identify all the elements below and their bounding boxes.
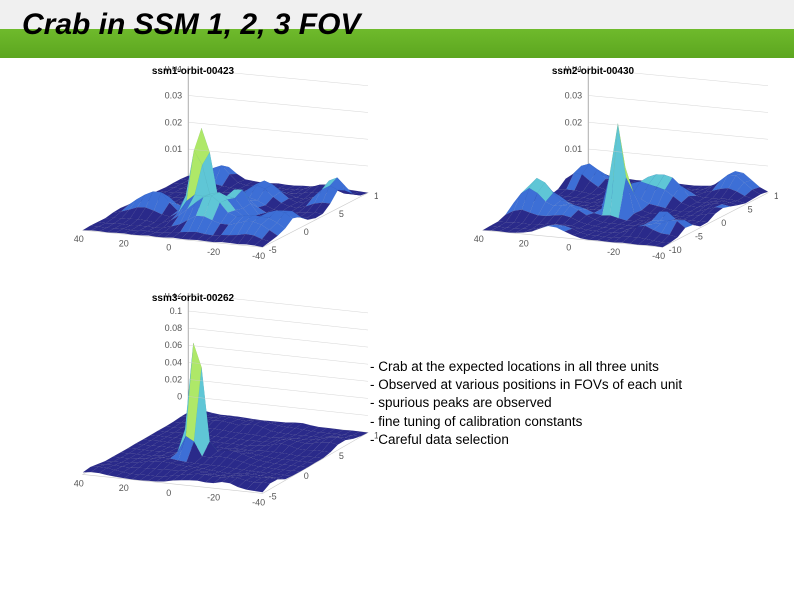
y-tick-label: 5 bbox=[339, 451, 344, 461]
bullet-line: - spurious peaks are observed bbox=[370, 394, 770, 412]
y-tick-label: 5 bbox=[748, 204, 753, 214]
y-tick-label: -10 bbox=[669, 245, 682, 255]
z-tick-label: 0.01 bbox=[565, 144, 583, 154]
bullet-line: - fine tuning of calibration constants bbox=[370, 413, 770, 431]
y-tick-label: -5 bbox=[269, 491, 277, 501]
x-tick-label: 0 bbox=[166, 243, 171, 253]
y-tick-label: 0 bbox=[721, 218, 726, 228]
x-tick-label: -20 bbox=[607, 247, 620, 257]
x-tick-label: 20 bbox=[119, 483, 129, 493]
bullets-block: - Crab at the expected locations in all … bbox=[370, 358, 770, 449]
charts-area: ssm1-orbit-00423 0.04 0.03 0.02 0.01 40 20 0 -20… bbox=[0, 58, 794, 595]
x-tick-label: 0 bbox=[566, 243, 571, 253]
y-tick-label: 5 bbox=[339, 209, 344, 219]
y-tick-label: -5 bbox=[695, 232, 703, 242]
y-tick-label: 10 bbox=[374, 191, 378, 201]
bullet-line: - Careful data selection bbox=[370, 431, 770, 449]
z-tick-label: 0 bbox=[177, 392, 182, 402]
x-tick-label: 0 bbox=[166, 488, 171, 498]
slide-header: Crab in SSM 1, 2, 3 FOV bbox=[0, 0, 794, 58]
z-tick-label: 0.03 bbox=[165, 90, 183, 100]
x-tick-label: 20 bbox=[519, 238, 529, 248]
bullet-line: - Observed at various positions in FOVs … bbox=[370, 376, 770, 394]
x-tick-label: 40 bbox=[474, 234, 484, 244]
x-tick-label: 40 bbox=[74, 234, 84, 244]
chart-title: ssm2-orbit-00430 bbox=[408, 66, 778, 77]
z-tick-label: 0.08 bbox=[165, 323, 183, 333]
x-tick-label: -20 bbox=[207, 247, 220, 257]
y-tick-label: -5 bbox=[269, 245, 277, 255]
z-tick-label: 0.02 bbox=[565, 117, 583, 127]
x-tick-label: 20 bbox=[119, 238, 129, 248]
z-tick-label: 0.01 bbox=[165, 144, 183, 154]
z-tick-label: 0.06 bbox=[165, 340, 183, 350]
surface-plot: 0.040.030.020.0140200-20-401050-5 bbox=[8, 66, 378, 276]
surface-plot: 0.040.030.020.0140200-20-401050-5-10 bbox=[408, 66, 778, 276]
z-tick-label: 0.03 bbox=[565, 90, 583, 100]
z-tick-label: 0.1 bbox=[170, 306, 183, 316]
slide-title: Crab in SSM 1, 2, 3 FOV bbox=[22, 8, 360, 42]
y-tick-label: 10 bbox=[774, 191, 778, 201]
x-tick-label: -20 bbox=[207, 493, 220, 503]
chart-chart2: ssm2-orbit-004300.040.030.020.0140200-20… bbox=[408, 66, 778, 276]
surface-plot: 0.120.10.080.060.040.02040200-20-401050-… bbox=[8, 293, 378, 523]
bullet-line: - Crab at the expected locations in all … bbox=[370, 358, 770, 376]
chart-title: ssm1-orbit-00423 bbox=[8, 66, 378, 77]
y-tick-label: 0 bbox=[304, 227, 309, 237]
chart-title: ssm3-orbit-00262 bbox=[8, 293, 378, 304]
x-tick-label: -40 bbox=[652, 251, 665, 261]
z-tick-label: 0.02 bbox=[165, 374, 183, 384]
y-tick-label: 0 bbox=[304, 471, 309, 481]
x-tick-label: -40 bbox=[252, 251, 265, 261]
chart-chart3: ssm3-orbit-002620.120.10.080.060.040.020… bbox=[8, 293, 378, 523]
z-tick-label: 0.04 bbox=[165, 357, 183, 367]
x-tick-label: -40 bbox=[252, 497, 265, 507]
chart-chart1: ssm1-orbit-004230.040.030.020.0140200-20… bbox=[8, 66, 378, 276]
z-tick-label: 0.02 bbox=[165, 117, 183, 127]
x-tick-label: 40 bbox=[74, 478, 84, 488]
